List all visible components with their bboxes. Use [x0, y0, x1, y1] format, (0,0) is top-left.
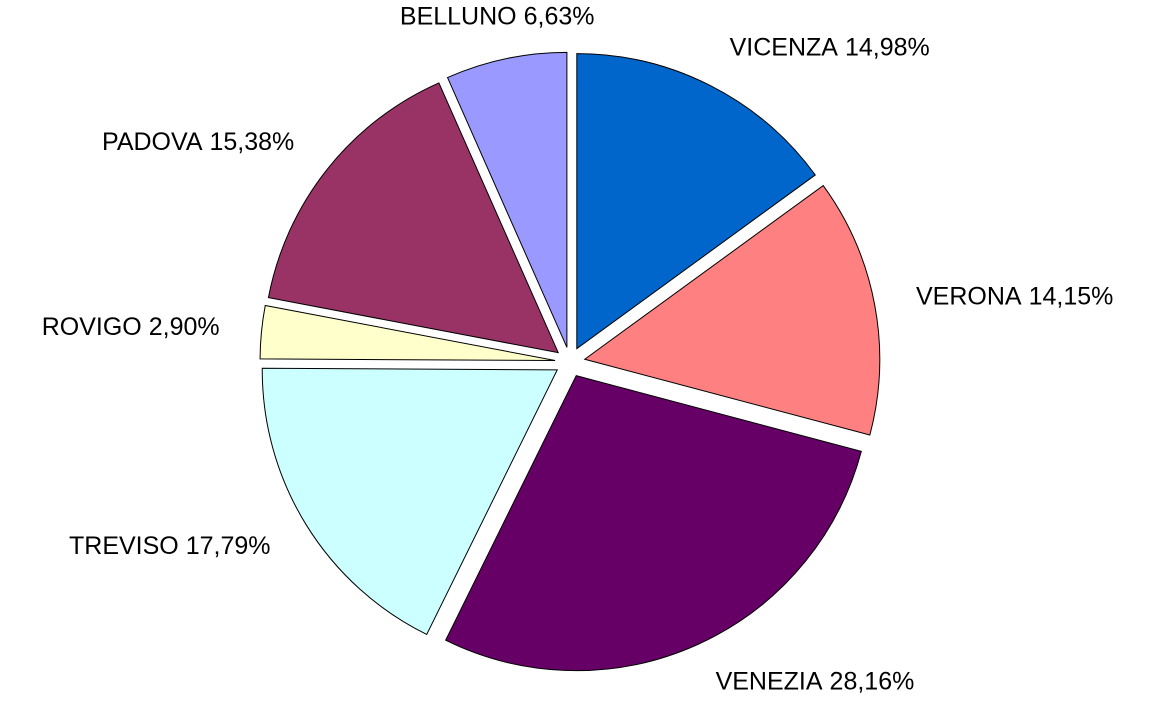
value-label: 17,79%: [186, 532, 271, 560]
pie-slice: [446, 51, 568, 348]
category-label: VERONA: [916, 282, 1022, 310]
pie-slice: [261, 367, 559, 636]
category-label: VENEZIA: [716, 667, 823, 695]
pie-slice: [259, 304, 556, 362]
value-label: 14,15%: [1029, 282, 1114, 310]
pie-slice: [576, 53, 816, 350]
slice-label: PADOVA 15,38%: [102, 128, 294, 156]
slice-label: TREVISO 17,79%: [69, 532, 271, 560]
slice-label: BELLUNO 6,63%: [400, 2, 595, 30]
slice-label: VENEZIA 28,16%: [716, 667, 915, 695]
value-label: 15,38%: [210, 128, 295, 156]
value-label: 6,63%: [524, 2, 595, 30]
slice-label: ROVIGO 2,90%: [42, 313, 220, 341]
category-label: TREVISO: [69, 532, 179, 560]
slice-label: VERONA 14,15%: [916, 282, 1113, 310]
pie-slice: [267, 82, 560, 354]
category-label: ROVIGO: [42, 313, 142, 341]
category-label: BELLUNO: [400, 2, 517, 30]
category-label: VICENZA: [730, 33, 839, 61]
value-label: 14,98%: [845, 33, 930, 61]
value-label: 2,90%: [149, 313, 220, 341]
slice-label: VICENZA 14,98%: [730, 33, 930, 61]
pie-slice: [444, 375, 862, 672]
category-label: PADOVA: [102, 128, 203, 156]
value-label: 28,16%: [830, 667, 915, 695]
pie-slice: [583, 184, 881, 436]
